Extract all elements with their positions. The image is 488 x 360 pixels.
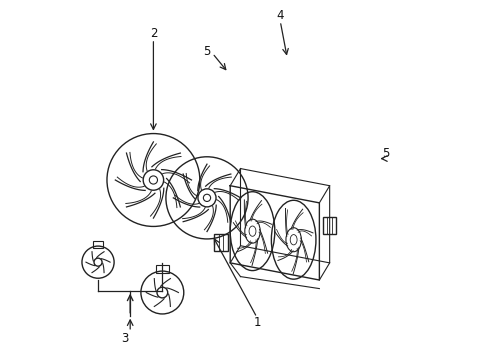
Text: 4: 4 [276,9,284,22]
Bar [322,217,336,234]
Text: 1: 1 [253,316,260,329]
Bar [93,242,103,248]
Text: 2: 2 [149,27,157,40]
Bar [214,234,227,251]
Text: 5: 5 [381,147,388,160]
Bar [156,265,168,273]
Text: 5: 5 [203,45,210,58]
Text: 3: 3 [121,333,128,346]
